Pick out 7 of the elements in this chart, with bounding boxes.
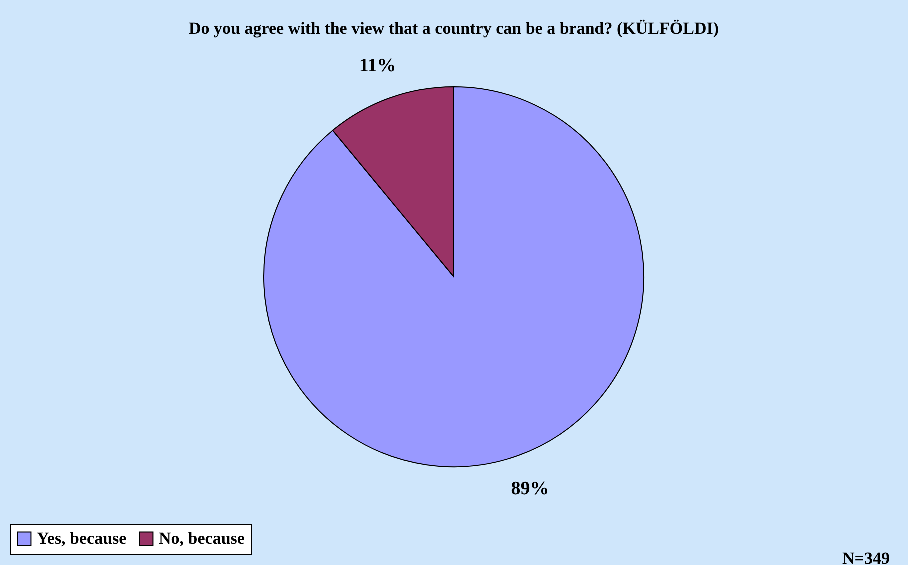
pie-slice <box>264 86 644 468</box>
legend-label: No, because <box>159 528 246 548</box>
legend-label: Yes, because <box>37 528 128 548</box>
data-label: 89% <box>511 478 550 500</box>
text: N=349 <box>842 549 890 565</box>
chart-title: Do you agree with the view that a country can be a brand? (KÜLFÖLDI) <box>189 19 719 38</box>
data-label: 11% <box>359 55 396 76</box>
